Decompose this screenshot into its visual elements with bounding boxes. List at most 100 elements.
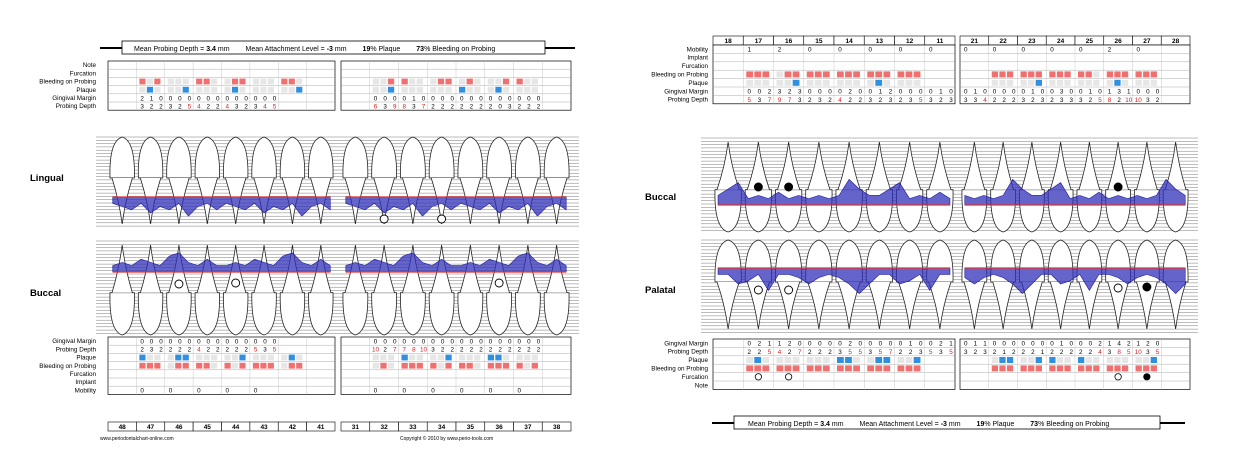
tooth-number: 13	[876, 38, 884, 45]
tooth-number: 37	[524, 424, 532, 431]
site-value: 1	[1108, 89, 1112, 96]
site-value: 0	[1069, 341, 1073, 348]
marked-site	[905, 365, 913, 372]
empty-site	[905, 79, 913, 86]
site-value: 10	[1135, 97, 1143, 104]
site-value: 3	[889, 97, 893, 104]
site-value: 2	[527, 347, 531, 354]
marked-site	[1114, 79, 1121, 86]
tooth-crown	[251, 292, 277, 336]
site-value: 0	[225, 95, 229, 102]
empty-site	[524, 86, 531, 93]
empty-site	[1135, 79, 1142, 86]
marked-site	[991, 365, 999, 372]
row-label: Plaque	[688, 80, 708, 87]
empty-site	[991, 79, 999, 86]
site-value: 2	[527, 104, 531, 111]
marked-site	[776, 365, 784, 372]
site-value: 0	[537, 95, 541, 102]
marked-site	[288, 362, 295, 369]
empty-site	[211, 78, 218, 85]
empty-site	[239, 86, 246, 93]
site-value: 2	[828, 97, 832, 104]
marked-site	[762, 71, 770, 78]
empty-site	[1121, 79, 1129, 86]
lower-buccal-teeth-diagram	[96, 240, 579, 336]
site-value: 0	[403, 339, 407, 346]
site-value: 0	[431, 95, 435, 102]
site-value: 3	[939, 349, 943, 356]
tooth-crown	[137, 136, 164, 179]
site-value: 1	[1108, 341, 1112, 348]
site-value: 4	[197, 347, 201, 354]
site-value: 0	[374, 388, 378, 395]
furcation-marker	[1143, 373, 1151, 381]
furcation-marker	[1113, 182, 1123, 192]
empty-site	[524, 362, 531, 369]
site-value: 0	[909, 89, 913, 96]
empty-site	[466, 354, 473, 361]
site-value: 3	[1117, 89, 1121, 96]
site-value: 2	[1012, 349, 1016, 356]
site-value: 0	[964, 47, 968, 54]
marked-site	[487, 362, 495, 369]
tooth-number: 12	[906, 38, 914, 45]
marked-site	[416, 362, 423, 369]
row-label: Gingival Margin	[52, 338, 96, 345]
marked-site	[267, 362, 274, 369]
empty-site	[1106, 357, 1114, 363]
site-value: 0	[498, 339, 502, 346]
site-value: 0	[1156, 341, 1160, 348]
site-value: 2	[1156, 97, 1160, 104]
row-label: Gingival Margin	[52, 95, 96, 102]
tooth-number: 42	[289, 424, 297, 431]
marked-site	[875, 357, 883, 363]
empty-site	[175, 78, 182, 85]
marked-site	[1035, 71, 1042, 78]
marked-site	[883, 71, 891, 78]
site-value: 6	[374, 104, 378, 111]
site-value: 0	[197, 388, 201, 395]
site-value: 0	[225, 388, 229, 395]
furcation-marker	[753, 182, 763, 192]
site-value: 0	[919, 89, 923, 96]
tooth-root	[1078, 141, 1101, 190]
empty-site	[211, 362, 218, 369]
site-value: 0	[431, 339, 435, 346]
site-value: 2	[140, 347, 144, 354]
site-value: 3	[508, 104, 512, 111]
site-value: 1	[768, 341, 772, 348]
site-value: 1	[1127, 89, 1131, 96]
row-label: Furcation	[70, 371, 97, 378]
tooth-root	[1021, 141, 1043, 190]
empty-site	[459, 78, 466, 85]
copyright-footer: Copyright © 2010 by www.perio-tools.com	[400, 435, 493, 442]
marked-site	[495, 362, 502, 369]
empty-site	[252, 86, 260, 93]
tooth-root	[716, 281, 740, 330]
empty-site	[524, 354, 531, 361]
empty-site	[224, 86, 231, 93]
site-value: 2	[207, 104, 211, 111]
site-value: 3	[1041, 97, 1045, 104]
empty-site	[281, 354, 288, 361]
site-value: 0	[899, 341, 903, 348]
row-label: Gingival Margin	[664, 88, 708, 95]
marked-site	[231, 86, 239, 93]
site-value: 4	[197, 104, 201, 111]
site-value: 1	[939, 89, 943, 96]
site-value: 3	[758, 97, 762, 104]
marked-site	[762, 365, 770, 372]
empty-site	[822, 79, 830, 86]
site-value: 2	[489, 347, 493, 354]
site-value: 0	[383, 339, 387, 346]
site-value: 9	[778, 97, 782, 104]
empty-site	[746, 357, 754, 363]
site-value: 7	[393, 347, 397, 354]
furcation-marker	[784, 285, 794, 295]
site-value: 0	[1137, 47, 1141, 54]
upper-tooth-number-row: 18 17 16 15 14 13 12 11 21 22 23 24 25 26 27 28	[712, 35, 1191, 46]
site-value: 0	[889, 341, 893, 348]
